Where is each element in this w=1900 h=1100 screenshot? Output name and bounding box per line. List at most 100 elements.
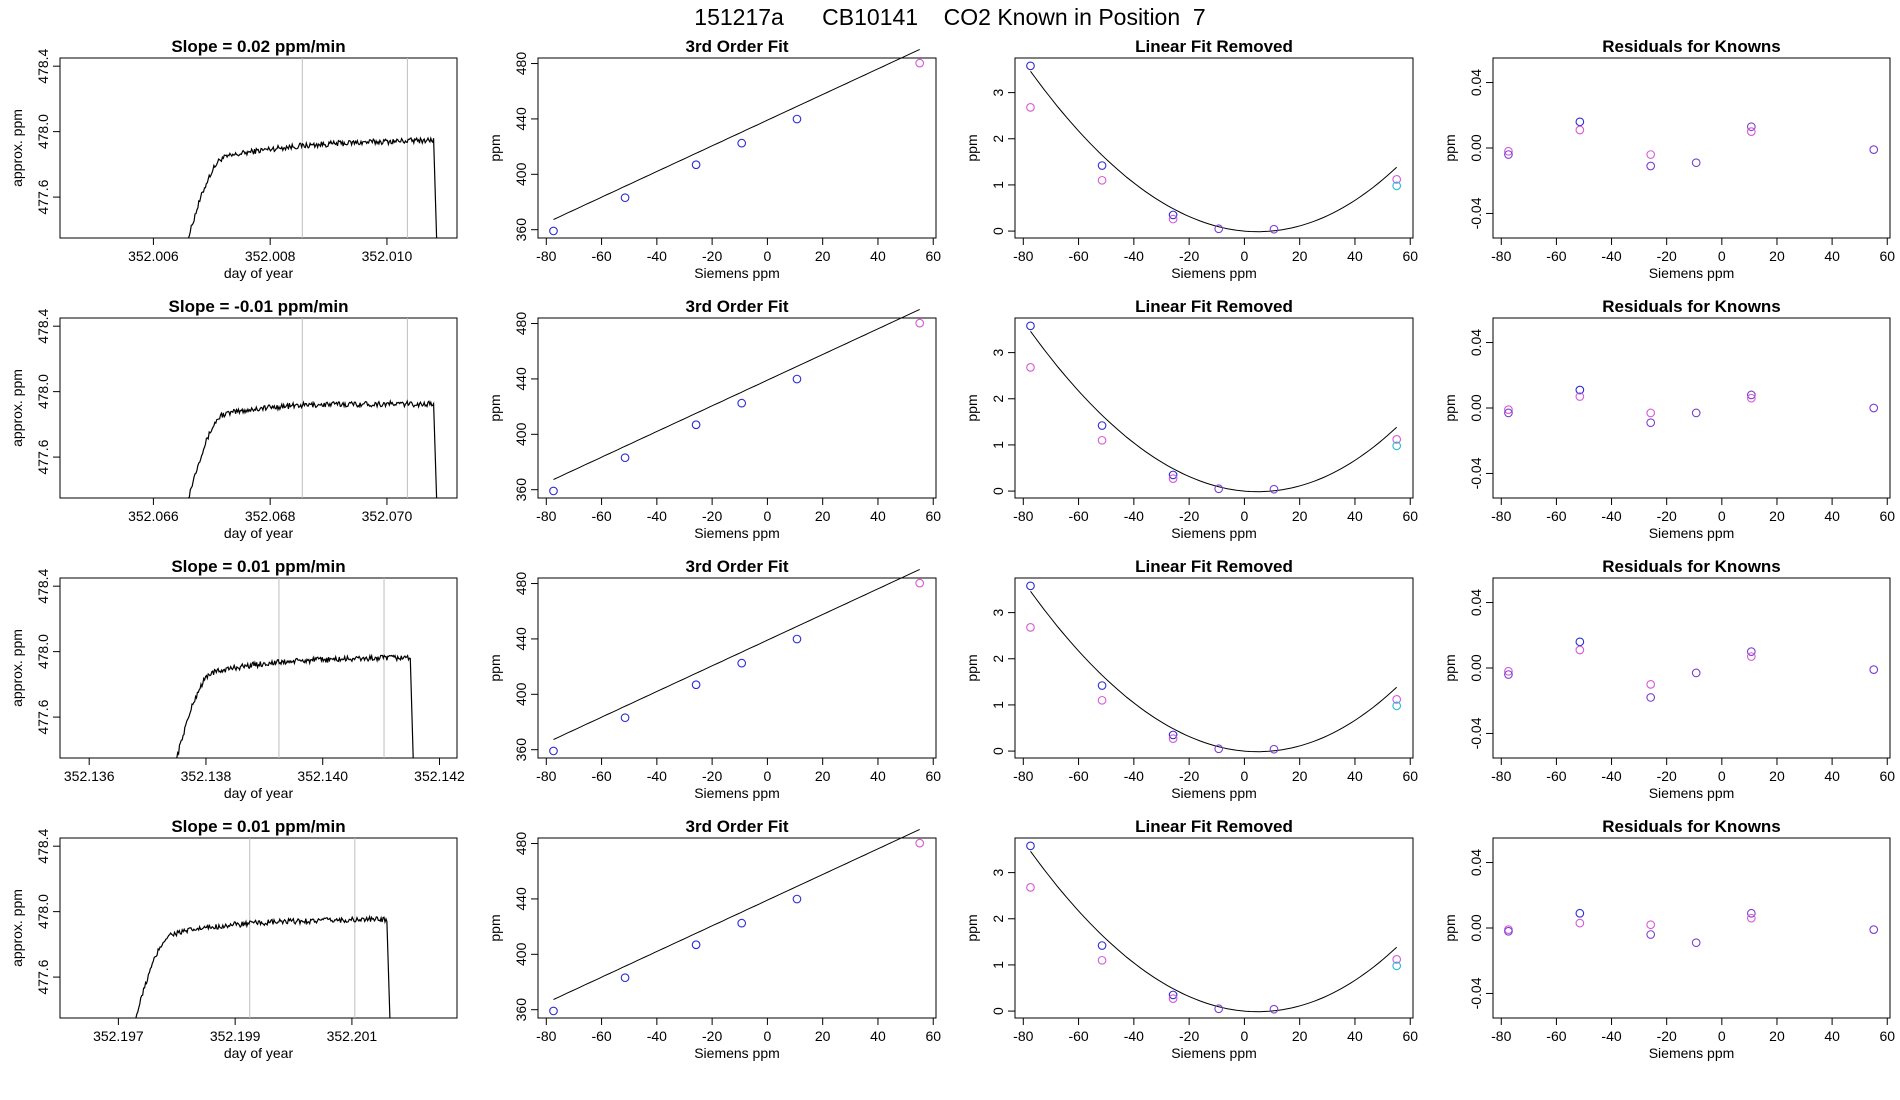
data-point-r2c3 xyxy=(1575,637,1585,647)
x-tick-label-r0c1: -20 xyxy=(702,248,722,264)
x-tick-label-r0c3: -60 xyxy=(1546,248,1566,264)
data-point-r3c2 xyxy=(1026,841,1035,851)
plot-frame-r3c3 xyxy=(1492,837,1891,1019)
data-point-r3c3 xyxy=(1746,908,1756,918)
y-axis-label-r2c2: ppm xyxy=(964,654,980,681)
data-point-r2c1 xyxy=(620,713,630,723)
y-axis-label-r2c3: ppm xyxy=(1442,654,1458,681)
plot-frame-r2c3 xyxy=(1492,577,1891,759)
data-point-r1c1 xyxy=(549,486,558,496)
y-tick-label-r1c0: 478.4 xyxy=(35,308,51,343)
y-tick-label-r1c3: 0.04 xyxy=(1468,329,1484,356)
x-axis-label-r1c0: day of year xyxy=(224,525,294,541)
x-tick-label-r2c2: 60 xyxy=(1402,768,1418,784)
x-tick-label-r1c3: -40 xyxy=(1601,508,1621,524)
y-tick-label-r1c2: 0 xyxy=(990,487,1006,495)
data-point-r2c2 xyxy=(1097,681,1107,690)
panel-title-r2c1: 3rd Order Fit xyxy=(686,557,789,576)
y-tick-label-r1c1: 480 xyxy=(513,312,529,336)
data-point-r2c2 xyxy=(1026,623,1035,632)
x-tick-label-r2c1: -80 xyxy=(536,768,556,784)
data-point-r1c1 xyxy=(737,398,747,408)
y-tick-label-r3c0: 477.6 xyxy=(35,959,51,994)
y-tick-label-r1c1: 400 xyxy=(513,422,529,446)
y-axis-label-r2c0: approx. ppm xyxy=(9,629,25,707)
y-axis-label-r1c3: ppm xyxy=(1442,394,1458,421)
data-point-r3c2 xyxy=(1392,955,1402,964)
x-tick-label-r3c3: -40 xyxy=(1601,1028,1621,1044)
x-axis-label-r3c2: Siemens ppm xyxy=(1171,1045,1257,1061)
data-point-r1c1 xyxy=(620,453,630,463)
x-tick-label-r3c1: 20 xyxy=(815,1028,831,1044)
data-point-r2c2 xyxy=(1097,695,1107,705)
data-point-r3c1 xyxy=(549,1006,558,1016)
data-point-r2c3 xyxy=(1504,670,1513,679)
data-point-r0c1 xyxy=(620,193,630,203)
y-tick-label-r0c2: 3 xyxy=(990,89,1006,97)
y-axis-label-r3c2: ppm xyxy=(964,914,980,941)
data-point-r0c2 xyxy=(1026,61,1035,71)
y-tick-label-r2c1: 480 xyxy=(513,572,529,596)
y-tick-label-r2c3: -0.04 xyxy=(1468,717,1484,749)
x-tick-label-r3c1: 0 xyxy=(764,1028,772,1044)
x-tick-label-r0c0: 352.010 xyxy=(362,248,413,264)
fit-curve-r0c2 xyxy=(1030,71,1398,233)
y-tick-label-r3c1: 400 xyxy=(513,942,529,966)
x-tick-label-r0c2: 0 xyxy=(1241,248,1249,264)
x-tick-label-r3c3: -80 xyxy=(1491,1028,1511,1044)
data-point-r0c1 xyxy=(549,226,558,236)
data-point-r0c3 xyxy=(1575,117,1585,127)
plot-frame-r0c0 xyxy=(59,57,458,239)
y-axis-label-r1c0: approx. ppm xyxy=(9,369,25,447)
x-tick-label-r1c3: -20 xyxy=(1657,508,1677,524)
x-tick-label-r3c1: -40 xyxy=(647,1028,667,1044)
x-tick-label-r0c0: 352.006 xyxy=(128,248,179,264)
panel-title-r1c0: Slope = -0.01 ppm/min xyxy=(169,297,349,316)
plot-frame-r0c2 xyxy=(1014,57,1414,239)
data-point-r3c2 xyxy=(1168,990,1178,1000)
x-tick-label-r0c2: -60 xyxy=(1068,248,1088,264)
x-tick-label-r0c3: -20 xyxy=(1657,248,1677,264)
data-point-r1c3 xyxy=(1746,393,1756,403)
x-tick-label-r3c1: 60 xyxy=(925,1028,941,1044)
x-tick-label-r0c2: -20 xyxy=(1179,248,1199,264)
fit-curve-r1c1 xyxy=(553,308,920,480)
x-tick-label-r1c3: 0 xyxy=(1718,508,1726,524)
data-point-r0c3 xyxy=(1746,122,1756,132)
panel-title-r2c2: Linear Fit Removed xyxy=(1135,557,1293,576)
plot-frame-r0c3 xyxy=(1492,57,1891,239)
y-tick-label-r1c0: 477.6 xyxy=(35,439,51,474)
data-point-r0c2 xyxy=(1269,224,1279,234)
x-tick-label-r2c0: 352.138 xyxy=(181,768,232,784)
fit-curve-r3c2 xyxy=(1030,851,1398,1013)
x-tick-label-r0c1: -40 xyxy=(647,248,667,264)
x-tick-label-r1c1: -60 xyxy=(591,508,611,524)
data-point-r1c3 xyxy=(1504,405,1513,414)
panel-title-r0c2: Linear Fit Removed xyxy=(1135,37,1293,56)
data-point-r1c2 xyxy=(1269,484,1279,494)
plot-frame-r1c2 xyxy=(1014,317,1414,499)
data-point-r1c2 xyxy=(1168,474,1178,483)
data-point-r0c1 xyxy=(915,58,925,68)
fit-curve-r0c1 xyxy=(553,48,920,220)
data-point-r2c1 xyxy=(549,746,558,756)
data-point-r2c2 xyxy=(1168,734,1178,743)
panel-title-r3c3: Residuals for Knowns xyxy=(1602,817,1781,836)
data-point-r2c2 xyxy=(1168,730,1178,740)
x-tick-label-r1c0: 352.070 xyxy=(362,508,413,524)
data-point-r3c1 xyxy=(915,838,925,848)
data-point-r0c2 xyxy=(1392,175,1402,184)
data-point-r0c2 xyxy=(1168,210,1178,220)
y-axis-label-r0c3: ppm xyxy=(1442,134,1458,161)
data-point-r2c2 xyxy=(1026,581,1035,591)
panel-title-r1c2: Linear Fit Removed xyxy=(1135,297,1293,316)
x-tick-label-r2c3: -20 xyxy=(1657,768,1677,784)
y-tick-label-r0c1: 360 xyxy=(513,218,529,242)
x-axis-label-r2c1: Siemens ppm xyxy=(694,785,780,801)
y-tick-label-r1c1: 360 xyxy=(513,478,529,502)
data-point-r3c1 xyxy=(737,918,747,928)
data-point-r1c2 xyxy=(1214,484,1224,494)
x-tick-label-r1c1: 60 xyxy=(925,508,941,524)
plot-frame-r0c1 xyxy=(537,57,937,239)
